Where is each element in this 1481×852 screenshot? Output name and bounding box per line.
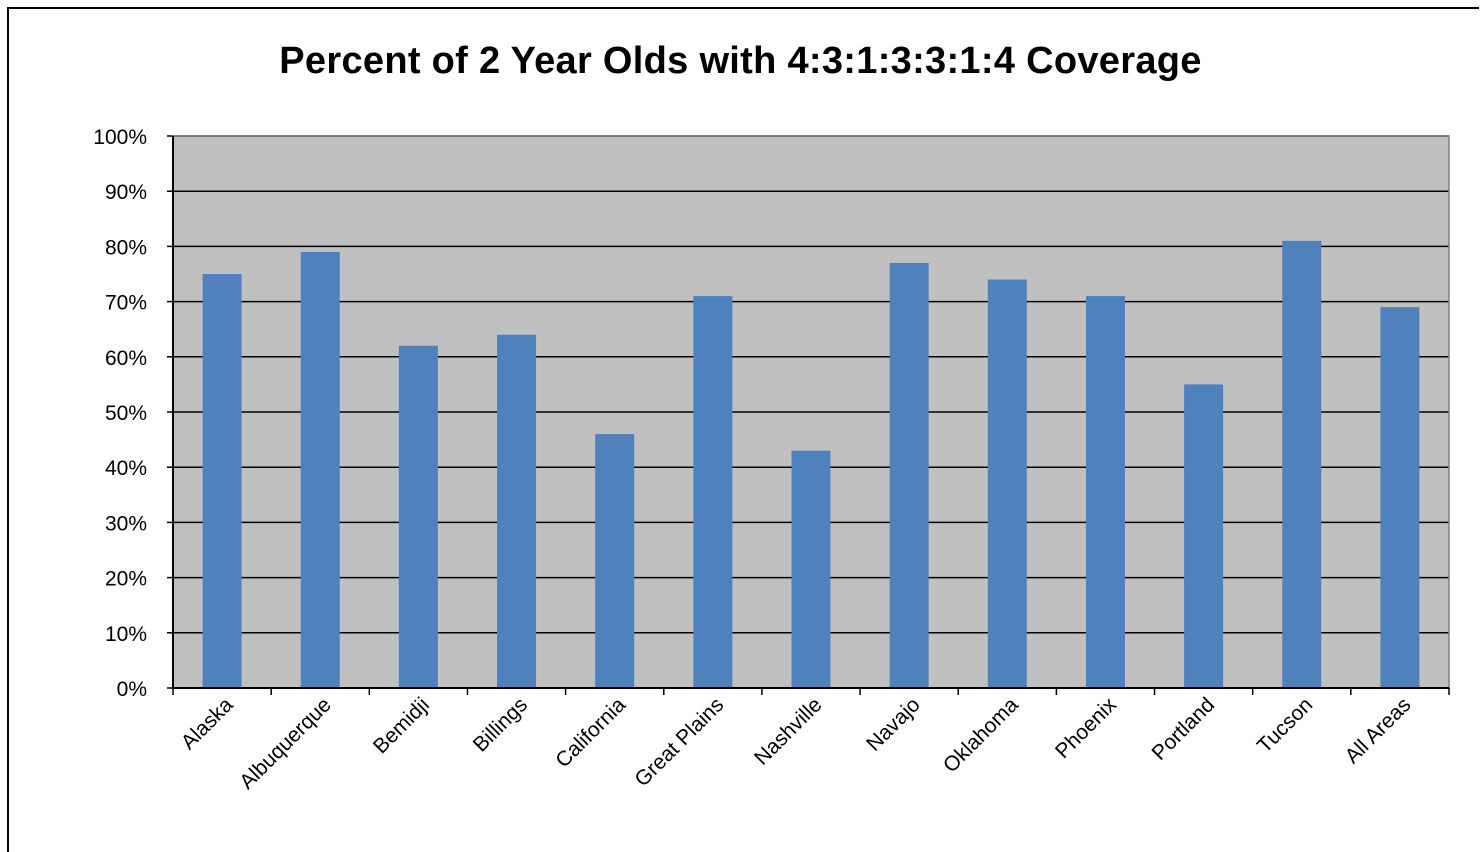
x-tick-label: Alaska [177,693,238,754]
y-tick-label: 90% [105,181,147,204]
y-tick-label: 20% [105,568,147,591]
bar-all-areas [1380,307,1420,688]
y-tick-label: 50% [105,402,147,425]
bars [202,240,1420,689]
bar-billings [497,334,537,688]
x-tick-label: All Areas [1341,693,1416,768]
x-tick-label: Great Plains [630,693,728,791]
y-tick-label: 60% [105,347,147,370]
bar-california [595,434,635,688]
bar-alaska [202,274,242,688]
y-tick-label: 30% [105,512,147,535]
bar-oklahoma [987,279,1027,688]
x-tick-label: Portland [1148,693,1220,765]
y-tick-label: 100% [93,126,147,149]
bar-phoenix [1085,296,1125,688]
bar-bemidji [398,345,438,688]
bar-tucson [1282,240,1322,688]
bar-nashville [791,450,831,688]
axes [172,135,1450,695]
bar-albuquerque [300,251,340,689]
y-tick-label: 70% [105,292,147,315]
y-tick-label: 0% [117,678,147,701]
chart-title: Percent of 2 Year Olds with 4:3:1:3:3:1:… [279,40,1202,82]
x-tick-label: Oklahoma [939,693,1023,777]
y-tick-label: 80% [105,236,147,259]
x-tick-label: Phoenix [1051,693,1121,763]
y-axis-labels: 0% 10% 20% 30% 40% 50% 60% 70% 80% 90% 100% [93,126,147,701]
bar-portland [1184,384,1224,688]
bar-great-plains [693,296,733,688]
y-tick-label: 40% [105,457,147,480]
x-tick-label: California [551,693,630,772]
x-tick-label: Albuquerque [235,693,335,793]
x-tick-label: Tucson [1253,693,1317,757]
x-tick-label: Bemidji [369,693,434,758]
y-tick-label: 10% [105,623,147,646]
bar-navajo [889,262,929,688]
x-tick-label: Billings [469,693,532,756]
x-tick-label: Nashville [750,693,827,770]
x-tick-label: Navajo [862,693,924,755]
